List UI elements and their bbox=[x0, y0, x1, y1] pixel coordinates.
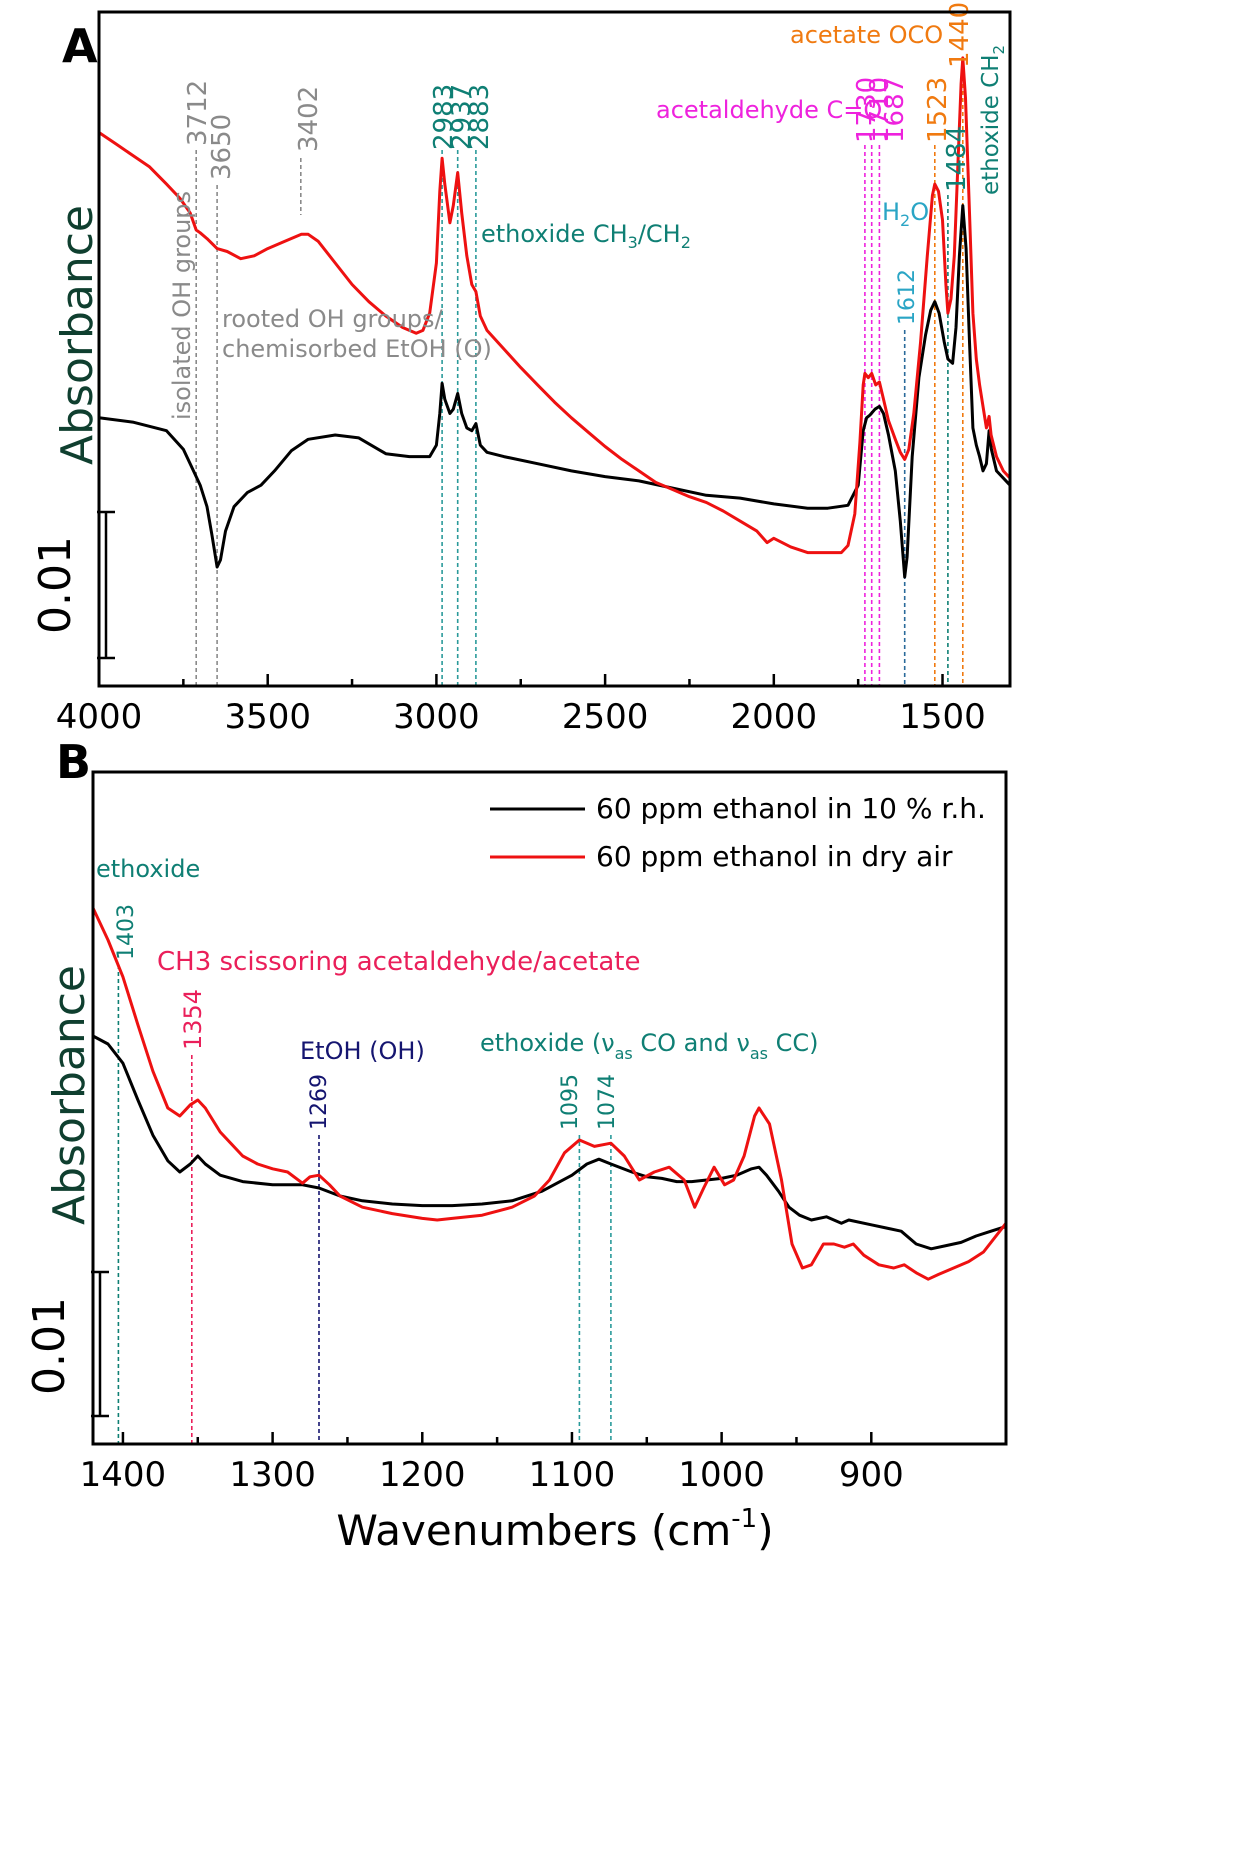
band-lines-b bbox=[117, 965, 612, 1444]
x-tick-label-2000: 2000 bbox=[731, 697, 818, 737]
x-axis-label-b-main: Wavenumbers (cm bbox=[336, 1506, 731, 1555]
annotations-a: isolated OH groups rooted OH groups/ che… bbox=[168, 21, 1008, 420]
band-label-1269: 1269 bbox=[307, 1074, 332, 1130]
plot-frame-a bbox=[97, 10, 1012, 688]
band-label-3712: 3712 bbox=[183, 80, 213, 146]
x-tick-label-2500: 2500 bbox=[562, 697, 649, 737]
annotation-h2o-main: H bbox=[882, 198, 900, 226]
annotation-ethoxide-ch3-ch2-sub2: 2 bbox=[681, 233, 691, 252]
annotation-ethoxide-ch3-ch2-main: ethoxide CH bbox=[481, 220, 628, 248]
series-line-a-black bbox=[98, 204, 1012, 579]
series-lines-a bbox=[98, 56, 1012, 579]
x-tick-label-3500: 3500 bbox=[224, 697, 311, 737]
y-axis-label-b: Absorbance bbox=[44, 965, 95, 1225]
annotation-ethoxide-nu: ethoxide (νas CO and νas CC) bbox=[480, 1029, 819, 1063]
series-line-b-red bbox=[91, 907, 1008, 1281]
annotation-h2o-sub: 2 bbox=[900, 211, 910, 230]
legend: 60 ppm ethanol in 10 % r.h. 60 ppm ethan… bbox=[490, 792, 986, 873]
band-label-3650: 3650 bbox=[207, 114, 237, 180]
annotation-etoh-oh: EtOH (OH) bbox=[300, 1037, 425, 1065]
x-axis-label-b-sup: -1 bbox=[731, 1504, 757, 1534]
x-axis-label-b-tail: ) bbox=[757, 1506, 773, 1555]
x-tick-label-1300: 1300 bbox=[229, 1455, 316, 1495]
series-line-a-red bbox=[98, 56, 1012, 555]
band-lines-a bbox=[195, 70, 964, 686]
scale-bar-label-a: 0.01 bbox=[30, 536, 81, 634]
x-tick-label-1500: 1500 bbox=[899, 697, 986, 737]
band-label-1710: 1710 bbox=[865, 77, 895, 143]
panel-label-a: A bbox=[62, 19, 98, 73]
annotation-ethoxide-ch3-ch2-sub1: 3 bbox=[628, 233, 638, 252]
panel-a: A Absorbance 0.01 bbox=[30, 2, 1012, 737]
band-label-1354: 1354 bbox=[179, 989, 207, 1050]
annotation-rooted-oh-line2: chemisorbed EtOH (O) bbox=[222, 335, 492, 363]
annotation-acetate-oco: acetate OCO bbox=[790, 21, 943, 49]
scale-bar-a: 0.01 bbox=[30, 510, 115, 660]
series-lines-b bbox=[91, 907, 1008, 1281]
band-labels-b: 1403 1354 1269 1095 1074 bbox=[114, 904, 620, 1130]
annotation-rooted-oh-line1: rooted OH groups/ bbox=[222, 305, 444, 333]
legend-label-black: 60 ppm ethanol in 10 % r.h. bbox=[596, 792, 986, 825]
x-tick-label-900: 900 bbox=[839, 1455, 904, 1495]
band-label-1403: 1403 bbox=[114, 904, 139, 960]
x-axis-label-b: Wavenumbers (cm-1) bbox=[336, 1504, 773, 1555]
annotation-ethoxide-nu-part2: CO and ν bbox=[633, 1029, 750, 1057]
band-label-1484: 1484 bbox=[942, 126, 972, 192]
annotation-ethoxide: ethoxide bbox=[96, 855, 200, 883]
panel-b: B Absorbance 0.01 1403 1354 1269 1095 10… bbox=[24, 735, 1008, 1555]
scale-bar-label-b: 0.01 bbox=[24, 1297, 75, 1395]
scale-bar-b: 0.01 bbox=[24, 1270, 109, 1418]
band-label-1095: 1095 bbox=[558, 1074, 583, 1130]
annotation-ch3-scissoring: CH3 scissoring acetaldehyde/acetate bbox=[157, 947, 640, 977]
x-axis-ticks-b: 1400 1300 1200 1100 1000 900 bbox=[80, 1432, 904, 1495]
band-label-2883: 2883 bbox=[465, 84, 495, 150]
band-label-1730: 1730 bbox=[852, 77, 882, 143]
annotation-ethoxide-nu-sub2: as bbox=[750, 1044, 768, 1063]
band-label-3402: 3402 bbox=[294, 86, 324, 152]
x-tick-label-1200: 1200 bbox=[379, 1455, 466, 1495]
band-label-1074: 1074 bbox=[595, 1074, 620, 1130]
series-line-b-black bbox=[92, 1034, 1007, 1251]
annotation-isolated-oh: isolated OH groups bbox=[168, 191, 196, 420]
x-tick-label-4000: 4000 bbox=[56, 697, 143, 737]
annotation-ethoxide-ch3-ch2-slash: /CH bbox=[638, 220, 681, 248]
band-label-1612: 1612 bbox=[895, 269, 920, 325]
band-label-2937: 2937 bbox=[447, 84, 477, 150]
annotation-ethoxide-nu-part1: ethoxide (ν bbox=[480, 1029, 615, 1057]
legend-label-red: 60 ppm ethanol in dry air bbox=[596, 840, 953, 873]
annotations-b: ethoxide CH3 scissoring acetaldehyde/ace… bbox=[96, 855, 819, 1065]
annotation-ethoxide-nu-part3: CC) bbox=[768, 1029, 819, 1057]
annotation-acetaldehyde-co: acetaldehyde C=O bbox=[656, 96, 882, 124]
annotation-h2o-tail: O bbox=[910, 198, 929, 226]
y-axis-label-a: Absorbance bbox=[52, 205, 103, 465]
x-tick-label-3000: 3000 bbox=[393, 697, 480, 737]
x-tick-label-1400: 1400 bbox=[80, 1455, 167, 1495]
band-label-1523: 1523 bbox=[923, 77, 953, 143]
annotation-ethoxide-ch2: ethoxide CH2 bbox=[978, 45, 1008, 195]
band-labels-a: 3712 3650 3402 2983 2937 2883 1730 1710 … bbox=[183, 2, 975, 325]
plot-frame-b bbox=[91, 770, 1008, 1446]
x-tick-label-1000: 1000 bbox=[678, 1455, 765, 1495]
panel-label-b: B bbox=[56, 735, 91, 789]
annotation-ethoxide-nu-sub1: as bbox=[615, 1044, 633, 1063]
annotation-ethoxide-ch2-sub: 2 bbox=[990, 45, 1008, 55]
band-label-2983: 2983 bbox=[429, 84, 459, 150]
annotation-ethoxide-ch3-ch2: ethoxide CH3/CH2 bbox=[481, 220, 691, 252]
x-axis-ticks-a: 4000 3500 3000 2500 2000 1500 bbox=[56, 674, 986, 737]
x-tick-label-1100: 1100 bbox=[529, 1455, 616, 1495]
annotation-h2o: H2O bbox=[882, 198, 929, 230]
band-label-1687: 1687 bbox=[880, 77, 910, 143]
annotation-ethoxide-ch2-main: ethoxide CH bbox=[978, 54, 1004, 195]
